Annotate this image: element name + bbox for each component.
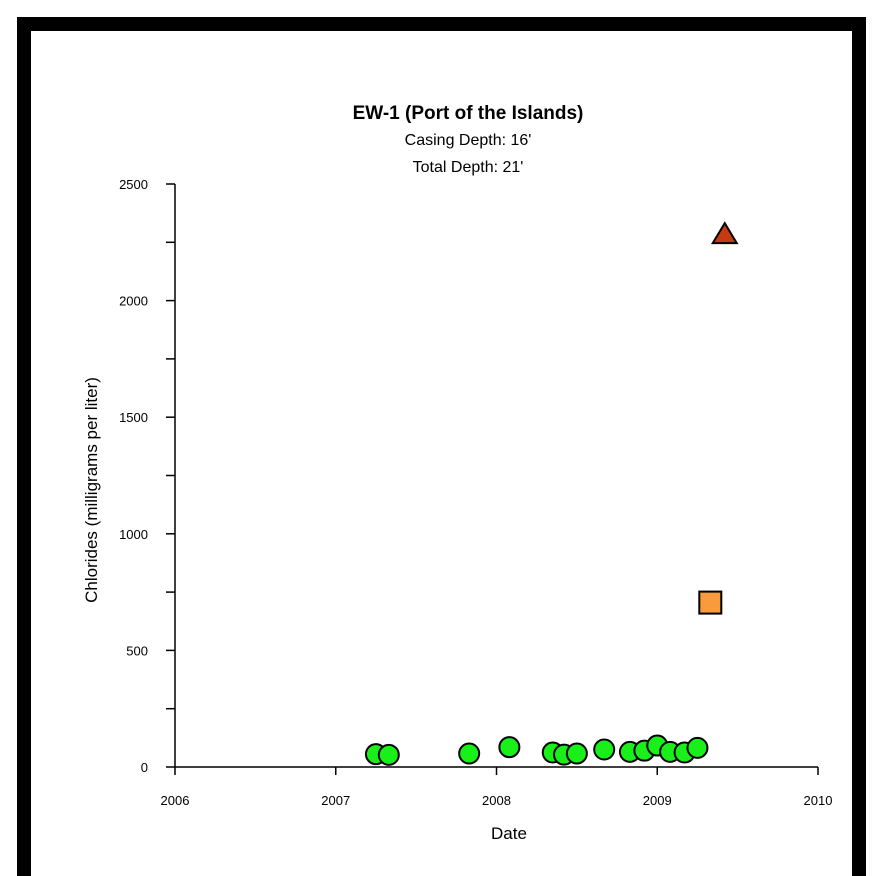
data-point-circle	[458, 742, 481, 765]
data-point-circle	[377, 743, 400, 766]
x-tick-label: 2006	[161, 793, 190, 808]
data-point-square	[698, 590, 723, 615]
chlorides-chart: EW-1 (Port of the Islands) Casing Depth:…	[82, 103, 832, 843]
y-axis-label: Chlorides (milligrams per liter)	[82, 377, 101, 603]
data-point-circle	[565, 742, 588, 765]
data-marks	[364, 221, 739, 766]
y-tick-label: 1000	[119, 527, 148, 542]
x-tick-label: 2009	[643, 793, 672, 808]
data-point-circle	[498, 736, 521, 759]
y-tick-label: 500	[126, 643, 148, 658]
x-tick-label: 2007	[321, 793, 350, 808]
data-point-triangle	[710, 221, 739, 245]
x-axis-label: Date	[491, 824, 527, 843]
data-point-circle	[593, 738, 616, 761]
x-tick-label: 2010	[804, 793, 833, 808]
x-tick-label: 2008	[482, 793, 511, 808]
y-tick-label: 1500	[119, 410, 148, 425]
y-tick-label: 0	[141, 760, 148, 775]
axes: 0 500 1000 1500 2000 2500 2006 2007 2008 2009 2010	[119, 177, 832, 808]
chart-frame: EW-1 (Port of the Islands) Casing Depth:…	[17, 17, 866, 876]
y-tick-label: 2500	[119, 177, 148, 192]
y-tick-label: 2000	[119, 294, 148, 309]
chart-title: EW-1 (Port of the Islands)	[353, 103, 584, 124]
chart-subtitle-total-depth: Total Depth: 21'	[413, 159, 524, 176]
data-point-circle	[686, 736, 709, 759]
chart-subtitle-casing-depth: Casing Depth: 16'	[405, 132, 532, 149]
